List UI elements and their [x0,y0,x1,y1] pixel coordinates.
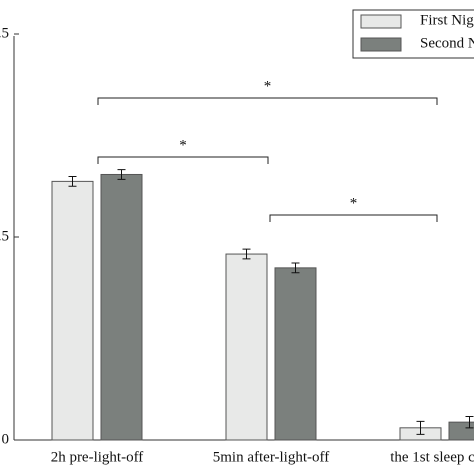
error-bar [68,176,77,187]
significance-bracket [97,156,269,164]
legend-swatch [360,14,402,29]
bar [274,267,317,441]
error-bar [117,169,126,180]
legend-label: First Night [420,12,474,28]
bar [225,253,268,441]
error-bar [242,248,251,260]
bar [448,421,474,441]
x-tick-label: the 1st sleep cycle [390,449,474,465]
error-bar [416,420,425,435]
y-tick-label: 0.5 [0,228,9,244]
legend-label: Second Night [420,35,474,51]
significance-label: * [179,137,187,153]
error-bar [291,262,300,274]
bar [51,180,94,441]
significance-label: * [350,195,358,211]
y-tick-label: 0 [2,431,10,447]
legend-swatch [360,37,402,52]
x-tick-label: 2h pre-light-off [51,449,144,465]
bar [100,173,143,441]
significance-bracket [269,214,438,222]
significance-bracket [97,97,438,105]
x-tick-label: 5min after-light-off [213,449,329,465]
error-bar [465,415,474,429]
y-tick-label: 1.5 [0,25,9,41]
significance-label: * [264,78,272,94]
